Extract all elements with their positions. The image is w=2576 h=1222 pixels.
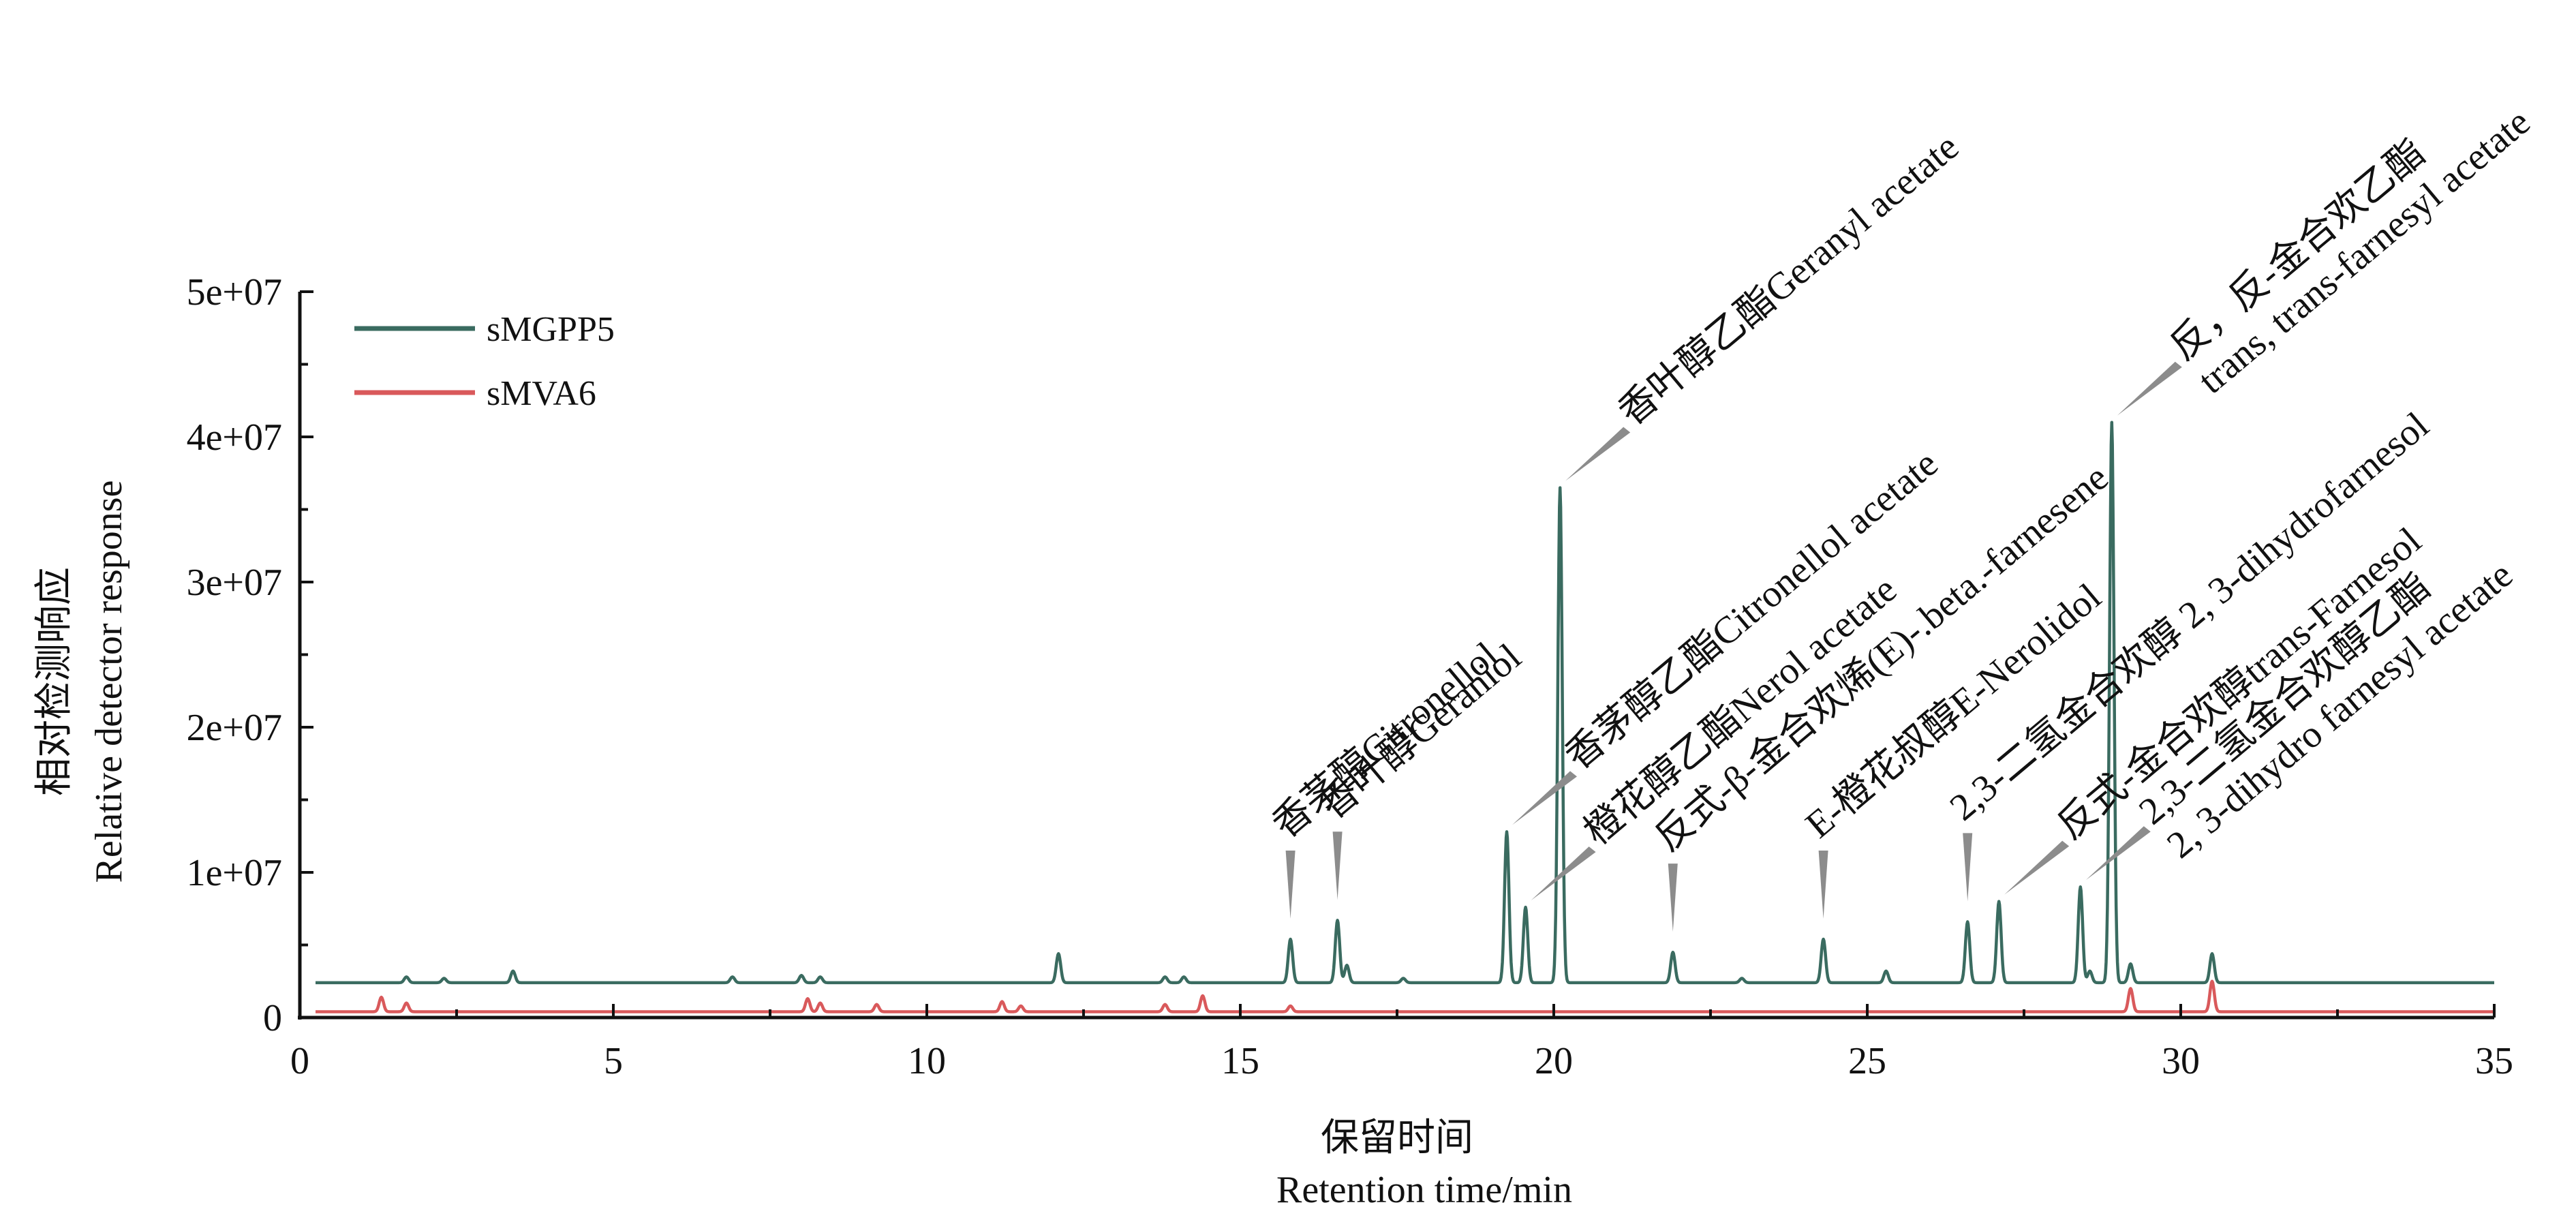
legend-label-smgpp5: sMGPP5 [487,310,615,349]
x-axis-title-cn: 保留时间 [1321,1117,1473,1159]
x-tick-label: 20 [1535,1040,1573,1082]
legend-item-smva6: sMVA6 [354,374,596,413]
series-line-smgpp5 [314,421,2496,985]
y-tick-label: 2e+07 [187,707,282,749]
annotation-pointer-triangle [1285,850,1295,919]
legend-label-smva6: sMVA6 [487,374,596,413]
annotation-pointer-triangle [1668,864,1678,932]
annotation-pointer-line [1531,846,1596,901]
x-tick-label: 5 [604,1040,623,1082]
traces [314,421,2496,1013]
annotation-pointer-triangle [1332,831,1343,900]
y-axis-title-cn: 相对检测响应 [33,567,76,796]
annotation-pointer-line [2085,826,2151,881]
x-tick-label: 25 [1848,1040,1886,1082]
annotation-pointer-line [2117,361,2182,416]
series-line-smva6 [314,979,2496,1013]
y-tick-label: 4e+07 [187,416,282,459]
y-axis: 0 1e+07 2e+07 3e+07 4e+07 5e+07 [187,271,313,1039]
axis-titles: 相对检测响应 Relative detector response 保留时间 R… [33,480,1572,1211]
legend: sMGPP5 sMVA6 [354,310,615,413]
annotation-label: trans, trans-farnesyl acetate [2190,101,2538,402]
peak-annotation: 香叶醇Geraniol [1312,636,1529,900]
annotation-pointer-line [1565,427,1631,481]
x-tick-label: 35 [2475,1040,2513,1082]
annotation-pointer-line [2004,840,2070,895]
y-axis-title-en: Relative detector response [88,480,130,883]
axes: 0 1e+07 2e+07 3e+07 4e+07 5e+07 0 5 10 15 20 25 30 3… [187,271,2513,1082]
x-tick-label: 15 [1221,1040,1259,1082]
legend-item-smgpp5: sMGPP5 [354,310,615,349]
annotation-label: 香叶醇乙酯Geranyl acetate [1611,125,1967,433]
x-tick-label: 10 [908,1040,946,1082]
x-tick-label: 30 [2162,1040,2200,1082]
y-tick-label: 1e+07 [187,852,282,894]
y-tick-label: 3e+07 [187,562,282,604]
y-tick-label: 5e+07 [187,271,282,314]
annotation-pointer-triangle [1963,833,1973,902]
annotation-pointer-line [1512,771,1577,825]
x-tick-label: 0 [290,1040,309,1082]
y-tick-label: 0 [263,997,282,1039]
annotation-pointer-triangle [1818,850,1828,919]
peak-annotation: 香叶醇乙酯Geranyl acetate [1565,125,1967,481]
x-axis-title-en: Retention time/min [1276,1169,1572,1211]
x-axis: 0 5 10 15 20 25 30 35 [290,1004,2513,1082]
annotation-label: 香叶醇Geraniol [1312,636,1529,827]
